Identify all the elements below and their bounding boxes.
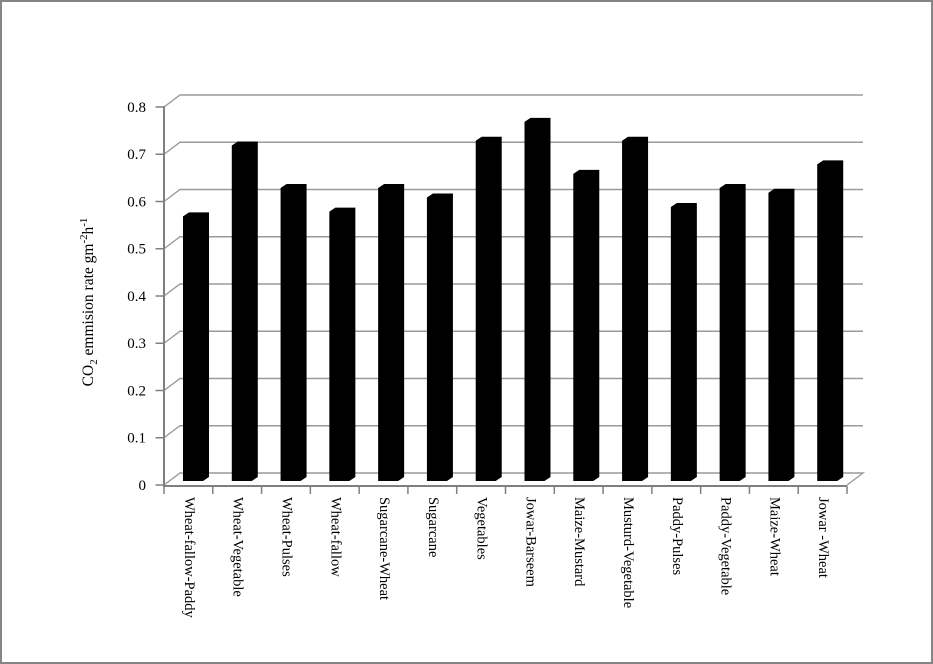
x-category-label: Wheat-fallow — [327, 497, 343, 577]
x-category-label: Jowar-Barseem — [522, 497, 538, 588]
bar — [329, 207, 356, 482]
gridline — [163, 377, 863, 392]
bar — [183, 212, 209, 481]
bar — [280, 184, 307, 482]
x-category-label: Jowar -Wheat — [815, 497, 831, 578]
y-tick-label: 0.3 — [127, 336, 146, 352]
y-tick-label: 0.7 — [127, 147, 146, 163]
bar — [817, 160, 844, 482]
y-tick-label: 0.5 — [127, 242, 146, 258]
gridline — [163, 236, 863, 250]
x-category-label: Paddy-Vegetable — [718, 497, 734, 595]
bar — [622, 136, 649, 482]
x-category-label: Maize-Wheat — [766, 497, 782, 576]
y-tick-label: 0 — [139, 478, 147, 494]
x-category-label: Musturd-Vegetable — [620, 497, 636, 608]
y-tick-label: 0.4 — [127, 289, 146, 305]
bar — [573, 169, 600, 481]
gridline — [163, 425, 863, 439]
floor-edge — [163, 472, 866, 486]
x-category-label: Wheat-Pulses — [278, 497, 294, 577]
bar — [475, 136, 502, 482]
x-category-label: Wheat-fallow-Paddy — [181, 497, 197, 619]
gridline — [163, 330, 863, 344]
gridline — [163, 188, 863, 203]
y-tick-label: 0.8 — [127, 100, 146, 116]
x-category-label: Vegetables — [474, 497, 490, 560]
bar — [378, 184, 405, 482]
bar — [231, 141, 258, 481]
x-category-label: Sugarcane-Wheat — [376, 497, 392, 600]
x-category-label: Wheat-Vegetable — [230, 497, 246, 597]
bar — [768, 188, 795, 481]
x-category-label: Sugarcane — [425, 497, 441, 557]
bar — [524, 117, 551, 482]
y-tick-label: 0.1 — [127, 431, 146, 447]
y-tick-label: 0.2 — [127, 383, 146, 399]
x-category-label: Maize-Mustard — [571, 497, 587, 587]
x-category-label: Paddy-Pulses — [669, 497, 685, 576]
y-tick-label: 0.6 — [127, 194, 146, 210]
gridline — [163, 141, 863, 155]
gridline — [163, 94, 863, 108]
bar — [670, 202, 697, 481]
gridline — [163, 283, 863, 297]
bar — [426, 193, 453, 481]
bar — [719, 184, 746, 482]
